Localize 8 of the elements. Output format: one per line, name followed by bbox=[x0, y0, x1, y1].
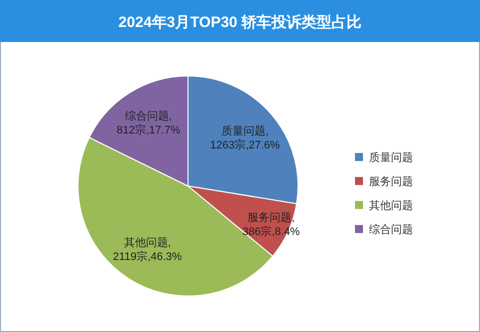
legend-label: 综合问题 bbox=[369, 223, 413, 236]
legend-label: 质量问题 bbox=[369, 151, 413, 164]
legend-label: 服务问题 bbox=[369, 176, 413, 188]
data-label: 综合问题, 812宗,17.7% bbox=[116, 110, 180, 137]
legend-label: 其他问题 bbox=[369, 199, 413, 212]
data-label: 质量问题, 1263宗,27.6% bbox=[210, 124, 280, 152]
data-label: 其他问题, 2119宗,46.3% bbox=[112, 236, 182, 263]
chart-title: 2024年3月TOP30 轿车投诉类型占比 bbox=[118, 13, 362, 31]
